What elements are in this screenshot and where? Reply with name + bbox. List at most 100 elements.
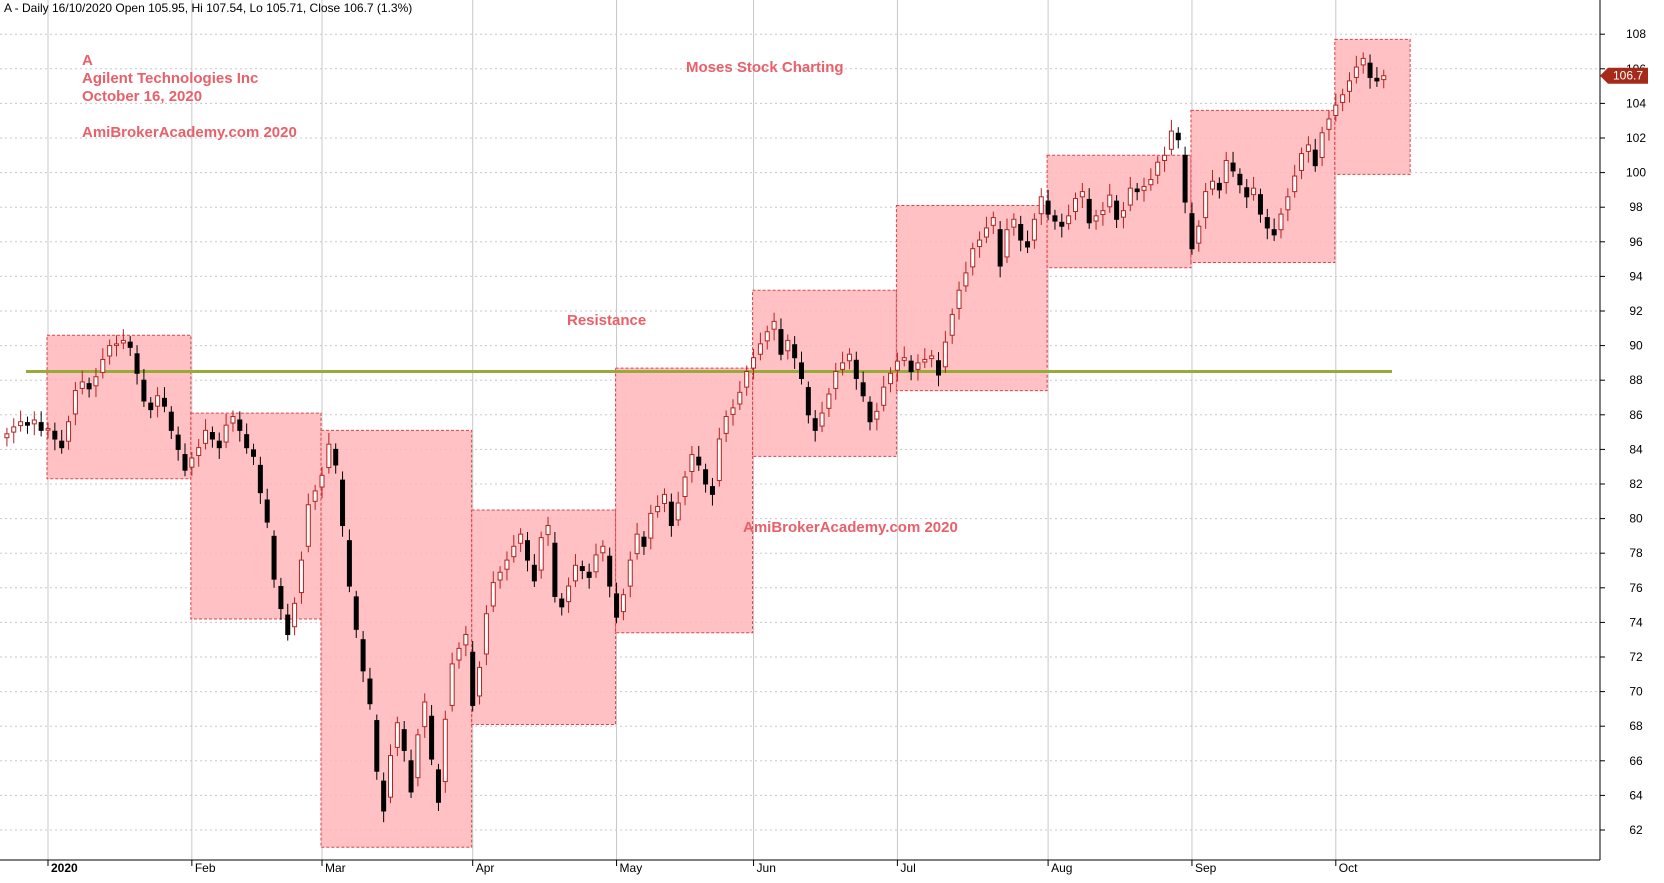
y-tick-label: 76 <box>1629 581 1643 595</box>
x-tick-label: Jul <box>900 861 915 875</box>
candle-body <box>340 479 346 527</box>
candle-body <box>216 440 222 449</box>
candle-body <box>360 639 366 672</box>
candle-body <box>86 383 92 390</box>
candle-body <box>1052 215 1058 222</box>
candle-body <box>237 419 243 431</box>
candle-body <box>24 422 30 426</box>
y-tick-label: 70 <box>1629 685 1643 699</box>
candle-body <box>703 469 709 485</box>
candle-body <box>435 769 441 803</box>
candle-body <box>257 464 263 494</box>
resistance-annotation: Resistance <box>567 312 647 329</box>
candle-body <box>990 217 996 226</box>
candle-body <box>1073 198 1078 213</box>
x-tick-label: Mar <box>325 861 346 875</box>
candle-body <box>1360 57 1366 66</box>
candle-body <box>538 537 544 571</box>
candle-body <box>408 760 414 793</box>
y-tick-label: 72 <box>1629 650 1643 664</box>
candle-body <box>709 486 715 495</box>
candle-body <box>764 331 770 342</box>
y-tick-label: 96 <box>1629 235 1643 249</box>
candle-body <box>1196 225 1202 244</box>
candle-body <box>504 559 510 570</box>
candle-body <box>244 434 250 449</box>
candle-body <box>977 239 983 248</box>
y-tick-label: 102 <box>1626 131 1646 145</box>
candle-body <box>114 343 119 346</box>
y-tick-label: 92 <box>1629 304 1643 318</box>
y-tick-label: 78 <box>1629 546 1643 560</box>
candle-body <box>778 329 784 355</box>
candle-body <box>552 542 558 597</box>
candle-body <box>757 343 763 355</box>
candle-body <box>127 341 133 348</box>
candle-body <box>1264 217 1270 229</box>
candle-body <box>52 430 58 440</box>
candle-body <box>1107 194 1113 208</box>
y-tick-label: 88 <box>1629 373 1643 387</box>
candle-body <box>120 339 126 344</box>
x-tick-label: Apr <box>476 861 495 875</box>
candle-body <box>18 421 24 427</box>
y-tick-label: 90 <box>1629 339 1643 353</box>
candle-body <box>881 386 887 406</box>
candle-body <box>223 424 229 443</box>
y-tick-label: 84 <box>1629 442 1643 456</box>
candle-body <box>490 582 496 607</box>
candle-body <box>31 419 37 425</box>
candle-body <box>1148 179 1154 186</box>
candle-body <box>531 564 537 582</box>
candle-body <box>1127 187 1133 206</box>
candle-body <box>593 554 599 573</box>
y-tick-label: 64 <box>1629 788 1643 802</box>
grid <box>0 0 1600 860</box>
candle-body <box>278 586 284 610</box>
candle-body <box>429 715 435 760</box>
x-tick-label: Aug <box>1051 861 1072 875</box>
company-annotation: Agilent Technologies Inc <box>82 70 259 87</box>
candle-body <box>956 289 962 309</box>
candle-body <box>915 362 921 370</box>
candle-body <box>1031 218 1037 241</box>
candle-body <box>586 571 592 578</box>
candle-body <box>874 410 880 420</box>
candle-body <box>545 525 551 536</box>
candle-body <box>1257 194 1263 215</box>
candle-body <box>970 248 976 268</box>
candle-body <box>1086 198 1092 224</box>
y-tick-label: 82 <box>1629 477 1643 491</box>
candle-body <box>648 512 654 539</box>
candle-body <box>1189 213 1195 250</box>
candle-body <box>682 476 688 498</box>
candle-body <box>470 651 476 706</box>
candle-body <box>751 357 757 369</box>
chart-header: A - Daily 16/10/2020 Open 105.95, Hi 107… <box>4 1 413 15</box>
candle-body <box>511 545 517 558</box>
x-tick-label: Jun <box>757 861 776 875</box>
y-tick-label: 68 <box>1629 719 1643 733</box>
candle-body <box>888 372 894 385</box>
candle-body <box>1367 62 1373 78</box>
candle-body <box>1353 66 1359 78</box>
candle-body <box>997 229 1003 267</box>
candle-body <box>292 602 298 628</box>
candle-body <box>1312 149 1318 167</box>
candle-body <box>463 634 469 646</box>
candle-body <box>936 360 941 376</box>
candle-body <box>401 729 407 751</box>
candle-body <box>1333 104 1339 117</box>
candle-body <box>168 411 174 431</box>
candle-body <box>1278 213 1284 231</box>
month-range-box <box>1334 38 1411 175</box>
candle-body <box>148 402 154 411</box>
candle-body <box>559 598 565 608</box>
candle-body <box>929 355 935 360</box>
candle-body <box>620 594 626 613</box>
candle-body <box>59 440 65 449</box>
candle-body <box>442 718 448 783</box>
candle-body <box>1093 215 1099 222</box>
candle-body <box>1141 185 1147 191</box>
